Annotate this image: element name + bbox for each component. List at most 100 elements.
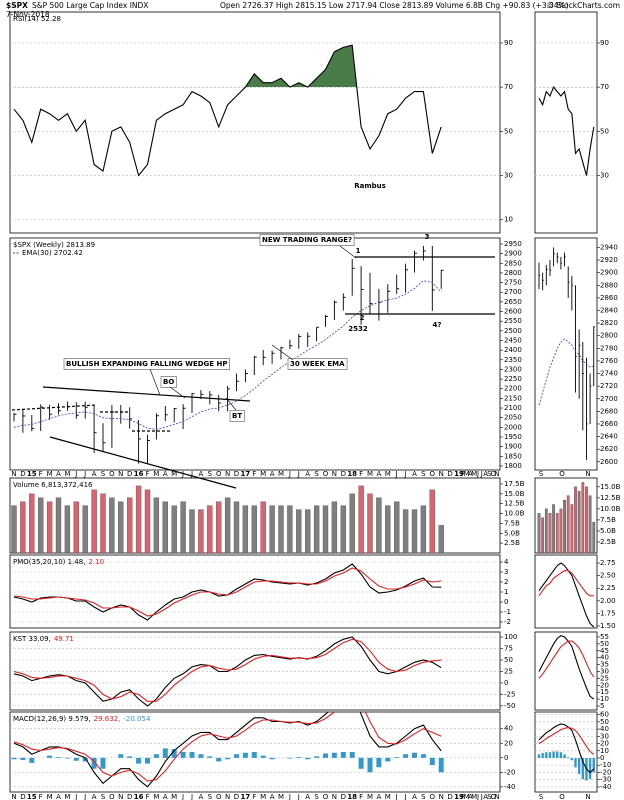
volume-bar <box>198 509 204 553</box>
x-tick-label: S <box>101 470 106 478</box>
y-tick-label: 2300 <box>504 365 522 373</box>
volume-bar <box>340 505 346 553</box>
x-tick-label: M <box>367 470 373 478</box>
x-tick-label: A <box>92 470 97 478</box>
panel-plot <box>535 714 597 788</box>
y-tick-label: 60 <box>600 711 609 719</box>
x-tick-label: J <box>395 470 398 478</box>
histogram-bar <box>358 757 364 769</box>
y-tick-label: 2920 <box>600 256 618 264</box>
series-line <box>13 567 442 617</box>
volume-bar <box>411 509 418 553</box>
x-tick-label: 19 <box>454 470 464 478</box>
volume-bar <box>82 505 88 553</box>
x-tick-label: S <box>421 470 426 478</box>
histogram-bar <box>563 754 566 759</box>
volume-bar <box>566 495 570 553</box>
histogram-bar <box>269 757 275 760</box>
y-tick-label: -25 <box>504 690 515 698</box>
annotation: 2 <box>360 314 365 322</box>
y-tick-label: 2.50 <box>600 572 616 580</box>
x-tick-label: A <box>468 793 473 800</box>
histogram-bar <box>82 757 88 762</box>
volume-bar <box>541 517 545 553</box>
y-tick-label: 1 <box>504 588 508 596</box>
series-line <box>13 638 442 702</box>
x-tick-label: 15 <box>27 793 37 800</box>
panel-plot <box>10 42 500 221</box>
x-tick-label: M <box>464 793 470 800</box>
volume-bar <box>420 505 427 553</box>
histogram-bar <box>537 754 541 759</box>
y-tick-label: 50 <box>600 127 609 135</box>
x-tick-label: A <box>412 793 417 800</box>
histogram-bar <box>100 757 106 769</box>
histogram-bar <box>581 758 584 779</box>
annotation: BULLISH EXPANDING FALLING WEDGE HP <box>66 360 228 368</box>
y-tick-label: 2640 <box>600 433 618 441</box>
y-tick-label: 5 <box>600 702 604 710</box>
volume-bar <box>376 497 382 553</box>
x-tick-label: M <box>464 470 470 478</box>
y-tick-label: 55 <box>600 633 609 641</box>
trend-line <box>225 397 237 411</box>
legend-entry: $SPX (Weekly) 2813.89 <box>13 241 95 249</box>
panel-frame <box>534 631 598 711</box>
series-line <box>538 634 595 700</box>
histogram-bar <box>559 752 563 759</box>
x-tick-label: S <box>208 793 213 800</box>
y-tick-label: 5.0B <box>600 527 616 535</box>
x-tick-label: N <box>439 470 444 478</box>
x-tick-label: N <box>585 470 590 478</box>
x-tick-label: A <box>199 793 204 800</box>
x-tick-label: D <box>447 793 452 800</box>
y-tick-label: 2650 <box>504 298 522 306</box>
trend-line <box>42 386 251 402</box>
histogram-bar <box>29 757 35 763</box>
x-tick-label: M <box>153 793 159 800</box>
x-tick-label: M <box>64 793 70 800</box>
volume-bar <box>11 505 17 553</box>
x-tick-label: M <box>278 470 284 478</box>
series-line <box>538 562 595 628</box>
y-tick-label: 0 <box>504 754 508 762</box>
x-tick-label: 18 <box>347 793 357 800</box>
x-tick-label: D <box>341 793 346 800</box>
annotation: 2532 <box>348 325 368 333</box>
annotation-box <box>229 410 245 422</box>
y-tick-label: 25 <box>600 674 609 682</box>
y-tick-label: 1850 <box>504 452 522 460</box>
series-line <box>538 86 595 176</box>
volume-bar <box>555 513 559 553</box>
annotation: 4? <box>433 321 442 329</box>
volume-bar <box>251 505 257 553</box>
x-tick-label: D <box>234 793 239 800</box>
y-tick-label: 2780 <box>600 344 618 352</box>
panel-frame <box>9 11 501 234</box>
volume-bar <box>429 489 435 553</box>
volume-bar <box>233 501 240 553</box>
volume-bar <box>385 505 391 553</box>
histogram-bar <box>189 752 195 758</box>
histogram-bar <box>20 757 26 760</box>
y-tick-label: 20 <box>600 681 609 689</box>
x-tick-label: M <box>471 793 477 800</box>
x-tick-label: N <box>118 793 123 800</box>
x-tick-label: A <box>163 470 168 478</box>
volume-bar <box>313 505 320 553</box>
panel-frame <box>9 711 501 793</box>
volume-bar <box>216 501 222 553</box>
volume-bar <box>29 493 35 553</box>
y-tick-label: 2940 <box>600 243 618 251</box>
x-tick-label: S <box>421 793 426 800</box>
volume-bar <box>296 509 302 553</box>
histogram-bar <box>367 757 373 773</box>
x-tick-label: A <box>305 793 310 800</box>
histogram-bar <box>207 756 213 758</box>
y-tick-label: 2150 <box>504 394 522 402</box>
histogram-bar <box>403 754 409 758</box>
x-tick-label: O <box>430 793 436 800</box>
x-tick-label: D <box>127 470 132 478</box>
y-tick-label: 2100 <box>504 404 522 412</box>
x-tick-label: N <box>11 793 16 800</box>
